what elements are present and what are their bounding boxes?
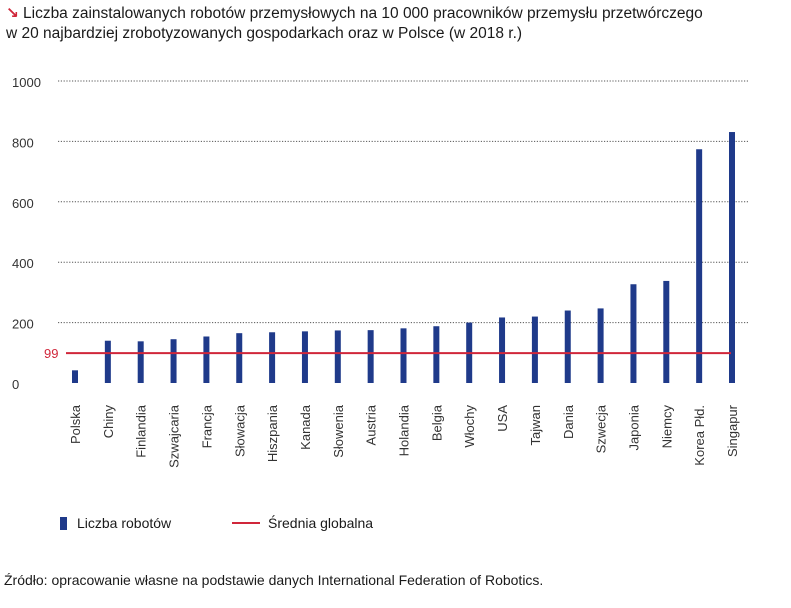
x-tick-label: Austria: [364, 404, 379, 445]
legend-bars-label: Liczba robotów: [77, 515, 172, 531]
bar: [334, 330, 341, 383]
y-tick-label: 400: [12, 256, 34, 271]
bar: [72, 370, 78, 383]
x-tick-label: Słowenia: [331, 404, 346, 458]
bars: [72, 132, 735, 383]
x-tick-label: Finlandia: [134, 404, 149, 458]
x-tick-label: Francja: [199, 404, 214, 448]
legend-bar-swatch: [60, 516, 67, 530]
legend-average: Średnia globalna: [232, 515, 373, 531]
x-tick-label: Chiny: [101, 405, 116, 439]
average-line-label: 99: [44, 346, 58, 361]
bar-chart: 0 200 400 600 800 1000 99 Polska Chiny Finlandi…: [12, 75, 748, 468]
bar: [170, 339, 177, 383]
x-tick-label: Singapur: [725, 404, 740, 457]
bar: [104, 340, 111, 383]
x-tick-label: Hiszpania: [265, 404, 280, 462]
x-tick-label: Japonia: [626, 404, 641, 450]
bar: [269, 332, 276, 383]
bar: [729, 132, 735, 383]
x-tick-label: Tajwan: [528, 405, 543, 445]
bar: [400, 328, 407, 383]
bar: [433, 326, 440, 383]
grid-lines: [58, 80, 748, 324]
bar: [630, 284, 637, 383]
bar: [696, 149, 703, 383]
bar: [236, 333, 243, 383]
legend-line-swatch: [232, 522, 260, 524]
bar: [301, 331, 308, 383]
y-axis-ticks: 0 200 400 600 800 1000: [12, 75, 41, 392]
x-tick-label: Dania: [561, 404, 576, 439]
x-tick-label: Belgia: [429, 404, 444, 441]
y-tick-label: 0: [12, 377, 19, 392]
x-tick-label: Polska: [68, 404, 83, 444]
arrow-down-right-icon: ↘: [6, 5, 19, 22]
bar: [663, 280, 670, 383]
bar: [564, 310, 571, 383]
x-tick-label: Włochy: [462, 405, 477, 448]
bar: [367, 330, 374, 383]
x-tick-label: Korea Płd.: [692, 405, 707, 466]
chart-title-line1: Liczba zainstalowanych robotów przemysło…: [23, 5, 703, 22]
legend-bars: Liczba robotów: [60, 515, 171, 531]
x-tick-label: Niemcy: [659, 405, 674, 449]
x-tick-label: Słowacja: [232, 404, 247, 457]
x-tick-label: Szwecja: [594, 404, 609, 453]
legend-average-label: Średnia globalna: [268, 515, 374, 531]
x-tick-label: Holandia: [397, 404, 412, 456]
bar: [499, 317, 506, 383]
x-axis-labels: Polska Chiny Finlandia Szwajcaria Francja Sło…: [68, 404, 740, 468]
bar: [137, 341, 144, 383]
bar: [203, 336, 210, 383]
bar: [531, 316, 538, 383]
y-tick-label: 200: [12, 317, 34, 332]
chart-title: ↘ Liczba zainstalowanych robotów przemysł…: [6, 4, 786, 44]
y-tick-label: 800: [12, 135, 34, 150]
bar: [597, 308, 604, 383]
x-tick-label: Kanada: [298, 404, 313, 450]
chart-title-line2: w 20 najbardziej zrobotyzowanych gospoda…: [6, 25, 523, 42]
source-note: Źródło: opracowanie własne na podstawie …: [4, 572, 544, 588]
y-tick-label: 1000: [12, 75, 41, 90]
x-tick-label: USA: [495, 405, 510, 432]
average-line-group: 99: [44, 346, 731, 361]
y-tick-label: 600: [12, 196, 34, 211]
x-tick-label: Szwajcaria: [167, 404, 182, 468]
